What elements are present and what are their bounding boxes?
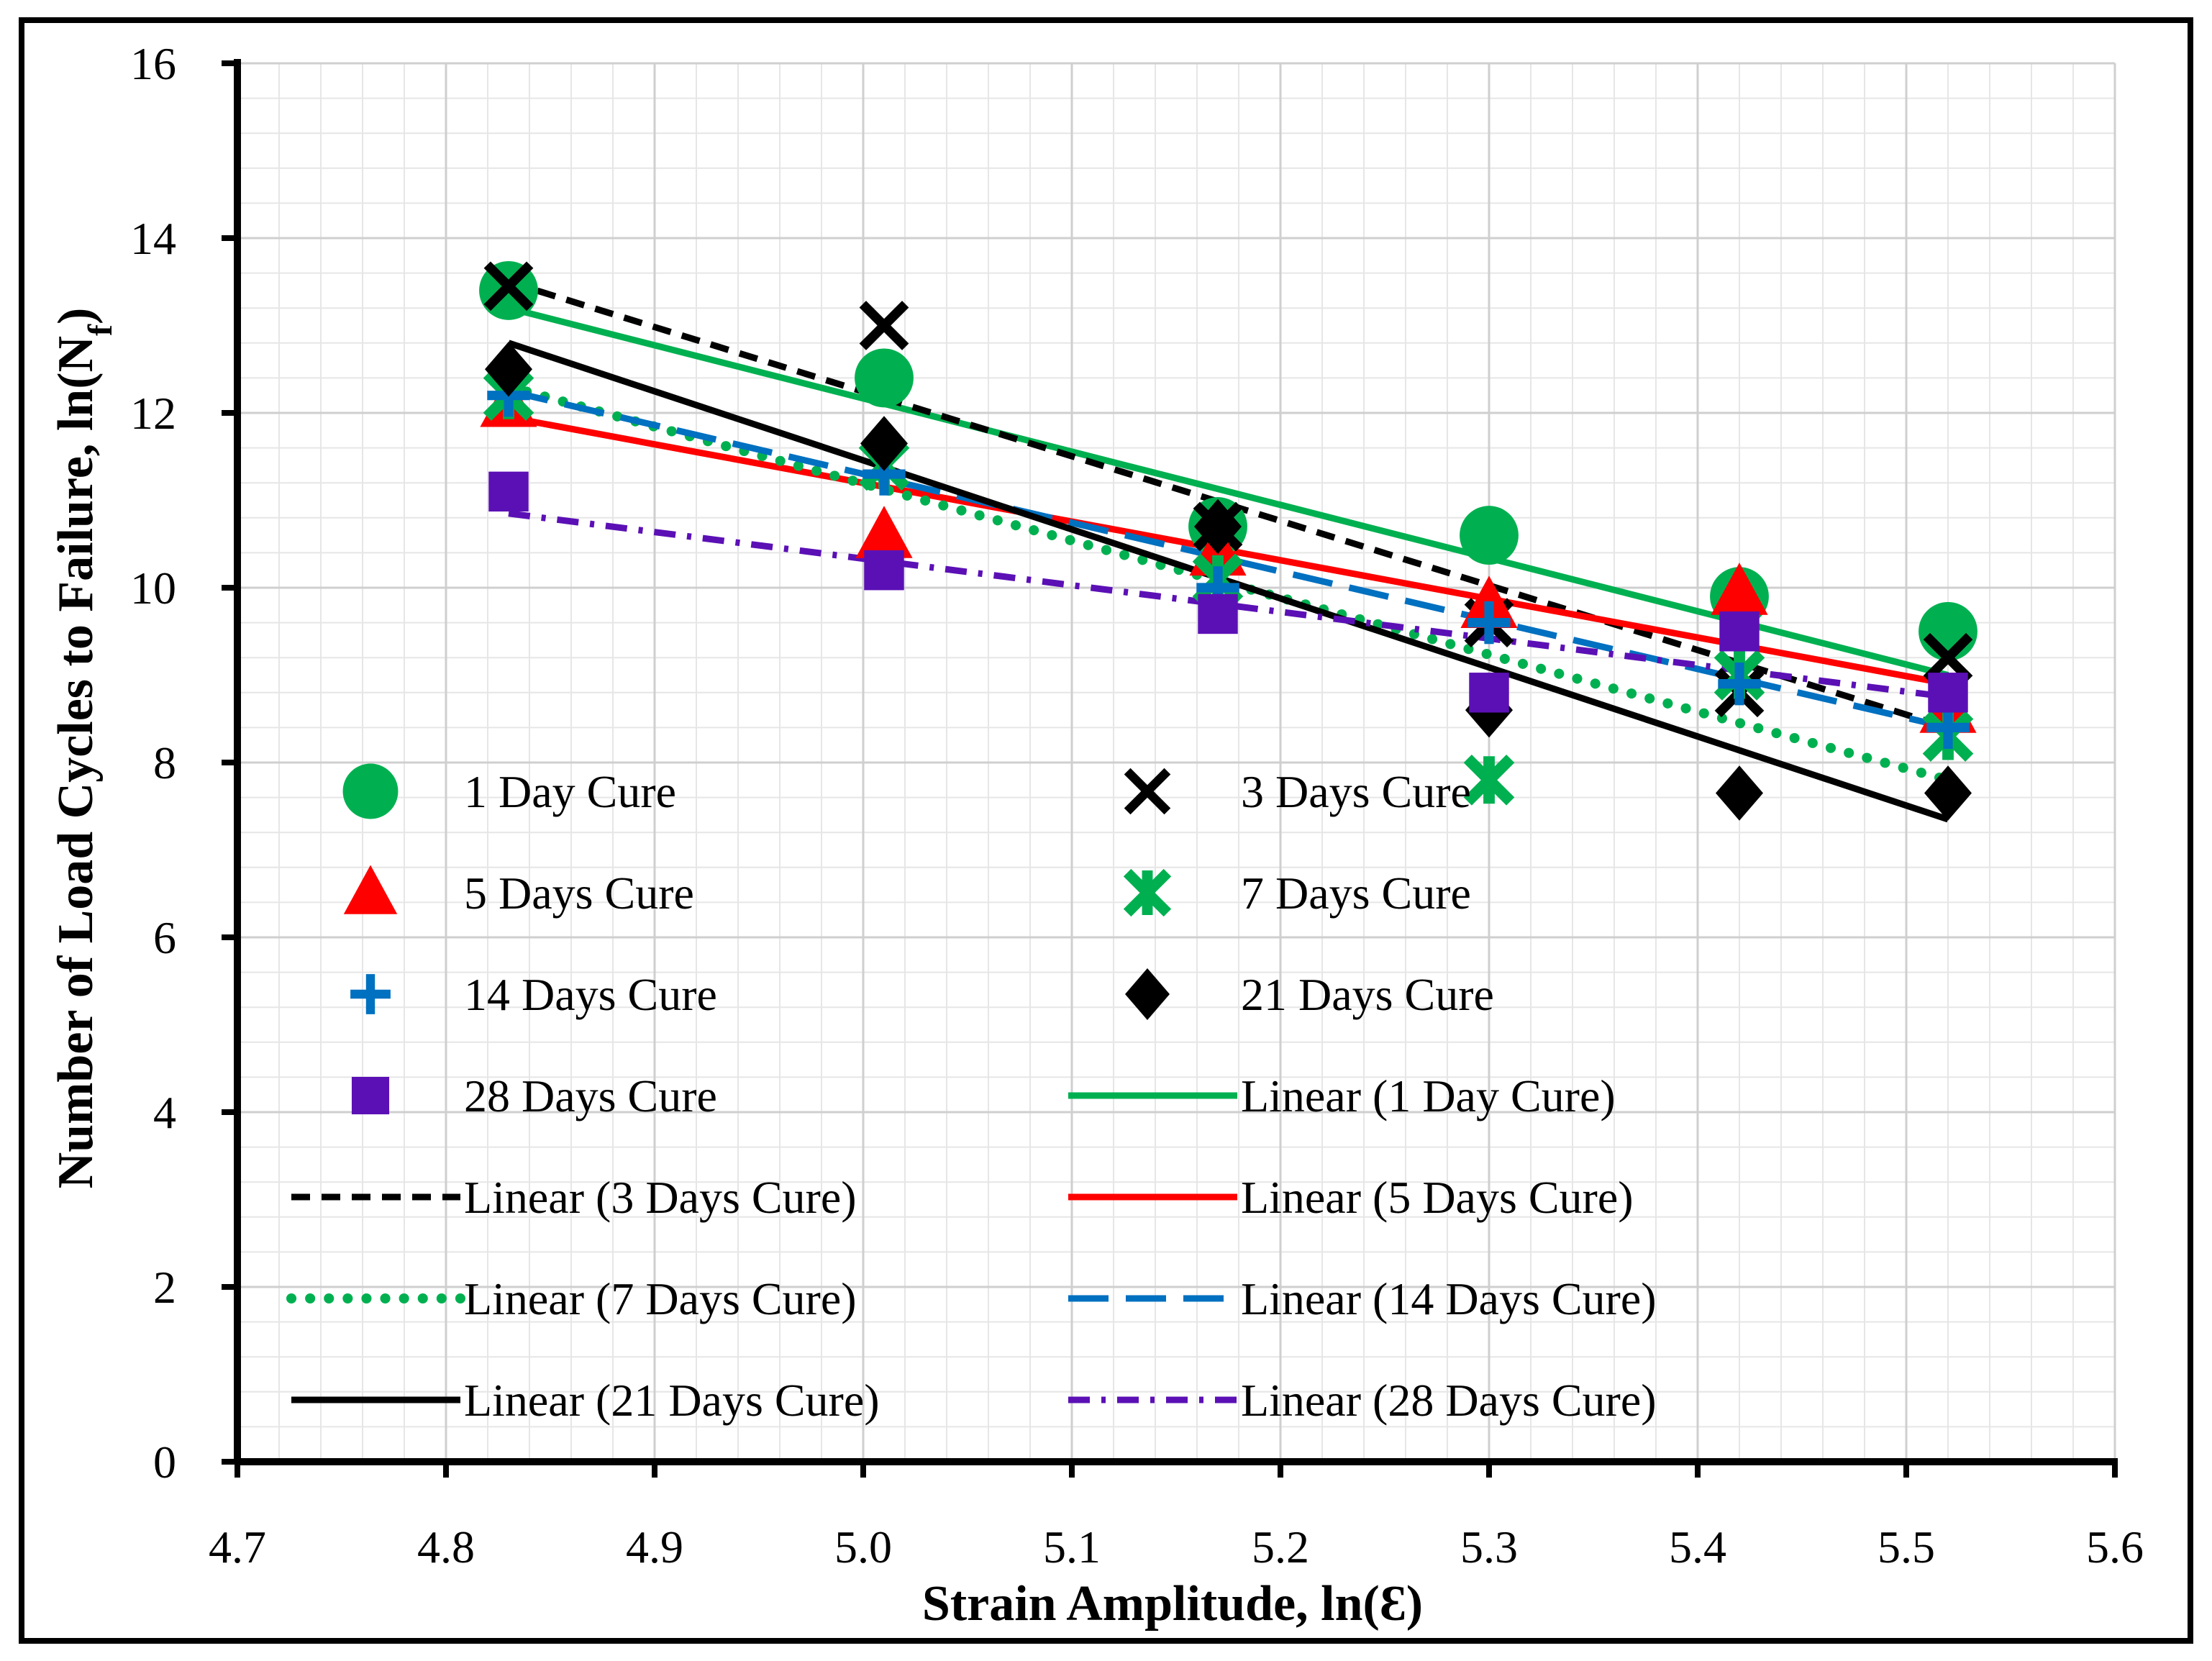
- legend-label: 14 Days Cure: [464, 969, 717, 1020]
- outer-frame: [19, 17, 2193, 1644]
- trendline: [507, 388, 1949, 731]
- trendline: [507, 340, 1949, 823]
- x-axis-title: Strain Amplitude, ln(Ɛ): [922, 1576, 1423, 1632]
- y-axis-title-close: ): [48, 308, 104, 324]
- data-point: [864, 550, 904, 591]
- data-point: [1718, 662, 1761, 706]
- data-point: [488, 471, 529, 512]
- x-tick-label: 5.0: [834, 1521, 892, 1573]
- data-markers: [479, 260, 1977, 821]
- y-tick-label: 10: [130, 563, 176, 614]
- legend-label: 5 Days Cure: [464, 868, 694, 919]
- legend-marker: [351, 1076, 390, 1115]
- legend-label: 3 Days Cure: [1241, 766, 1471, 817]
- data-point: [1719, 611, 1760, 652]
- x-tick-label: 4.7: [209, 1521, 266, 1573]
- y-axis-title: Number of Load Cycles to Failure, ln(Nf): [48, 308, 119, 1189]
- x-tick-label: 4.8: [417, 1521, 475, 1573]
- x-tick-label: 4.9: [626, 1521, 683, 1573]
- legend-label: Linear (7 Days Cure): [464, 1273, 857, 1324]
- data-point: [1198, 593, 1238, 634]
- legend-marker: [1125, 968, 1170, 1020]
- legend-marker: [350, 974, 391, 1014]
- data-point: [1928, 673, 1968, 713]
- trendline: [507, 304, 1949, 678]
- data-point: [485, 341, 532, 397]
- legend-label: Linear (1 Day Cure): [1241, 1070, 1616, 1121]
- data-point: [1467, 601, 1511, 645]
- y-tick-label: 8: [153, 737, 176, 788]
- legend-marker: [1124, 768, 1171, 815]
- y-tick-label: 6: [153, 912, 176, 963]
- data-point: [1460, 506, 1519, 565]
- data-point: [1716, 765, 1763, 821]
- data-point: [1923, 632, 1973, 683]
- x-tick-label: 5.3: [1460, 1521, 1518, 1573]
- legend-marker: [343, 865, 398, 914]
- y-axis-title-subscript: f: [81, 324, 119, 336]
- legend-label: 7 Days Cure: [1241, 868, 1471, 919]
- data-point: [1194, 499, 1242, 555]
- data-point: [855, 348, 914, 408]
- x-tick-label: 5.5: [1878, 1521, 1935, 1573]
- data-point: [1711, 563, 1768, 615]
- x-tick-label: 5.1: [1043, 1521, 1101, 1573]
- legend-label: 21 Days Cure: [1241, 969, 1494, 1020]
- gridlines: [236, 62, 2116, 1463]
- legend-label: Linear (14 Days Cure): [1241, 1273, 1657, 1324]
- data-point: [859, 301, 909, 350]
- data-point: [1924, 765, 1972, 821]
- data-point: [1469, 673, 1509, 713]
- x-tick-label: 5.2: [1252, 1521, 1309, 1573]
- y-tick-label: 12: [130, 388, 176, 439]
- data-point: [1926, 706, 1970, 750]
- axes: 4.7 4.8 4.9 5.0 5.1 5.2 5.3 5.4 5.5 5.6 0 2 4 6 8 10 12 1…: [130, 38, 2144, 1573]
- legend-label: 1 Day Cure: [464, 766, 676, 817]
- y-tick-label: 2: [153, 1262, 176, 1313]
- trendline: [508, 510, 1949, 701]
- legend-label: Linear (28 Days Cure): [1241, 1375, 1657, 1426]
- legend-label: Linear (21 Days Cure): [464, 1375, 880, 1426]
- legend-label: Linear (5 Days Cure): [1241, 1172, 1634, 1223]
- y-tick-label: 14: [130, 213, 176, 264]
- y-tick-label: 16: [130, 38, 176, 89]
- legend-marker: [342, 763, 399, 819]
- trendline: [507, 278, 1949, 731]
- legend-label: Linear (3 Days Cure): [464, 1172, 857, 1223]
- data-point: [855, 506, 913, 558]
- x-tick-label: 5.6: [2086, 1521, 2144, 1573]
- data-point: [860, 416, 908, 471]
- y-tick-label: 0: [153, 1437, 176, 1488]
- y-axis-title-main: Number of Load Cycles to Failure, ln(N: [48, 336, 104, 1188]
- legend: 1 Day Cure 3 Days Cure 5 Days Cure 7 Days C…: [286, 763, 1657, 1426]
- data-point: [483, 261, 534, 311]
- legend-label: 28 Days Cure: [464, 1070, 717, 1121]
- data-point: [1463, 754, 1515, 806]
- x-tick-label: 5.4: [1669, 1521, 1726, 1573]
- legend-marker: [1123, 868, 1172, 917]
- y-tick-label: 4: [153, 1087, 176, 1138]
